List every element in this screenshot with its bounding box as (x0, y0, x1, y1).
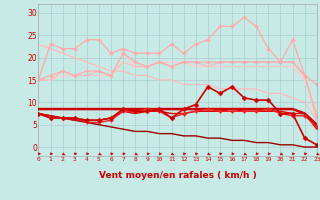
X-axis label: Vent moyen/en rafales ( km/h ): Vent moyen/en rafales ( km/h ) (99, 171, 256, 180)
